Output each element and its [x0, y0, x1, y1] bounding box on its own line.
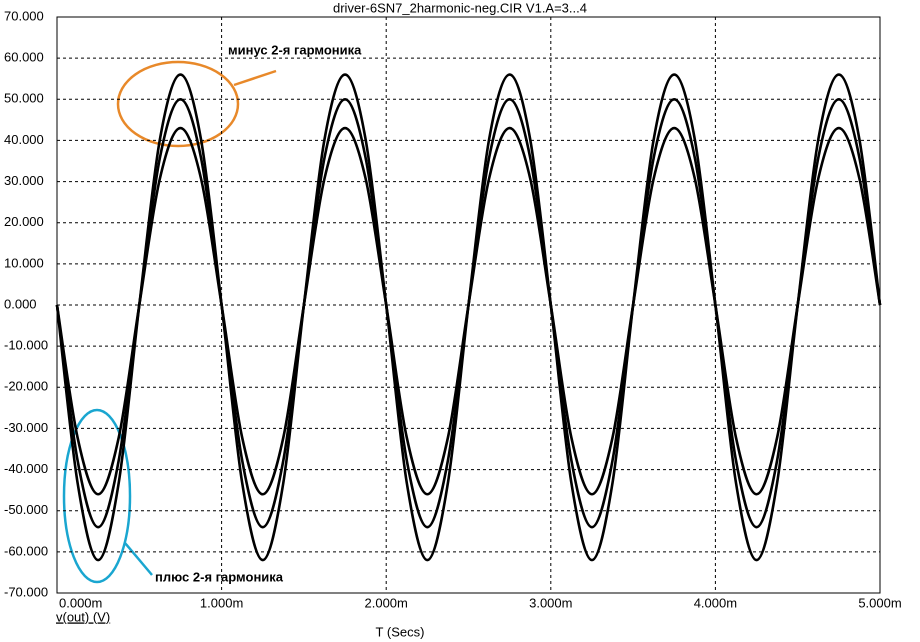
y-tick-label: 60.000 — [4, 50, 44, 65]
y-tick-label: -40.000 — [4, 461, 48, 476]
y-tick-label: -10.000 — [4, 338, 48, 353]
y-tick-label: -50.000 — [4, 502, 48, 517]
y-tick-label: -60.000 — [4, 543, 48, 558]
y-tick-label: 70.000 — [4, 8, 44, 23]
y-tick-label: -30.000 — [4, 420, 48, 435]
y-tick-label: 50.000 — [4, 91, 44, 106]
x-axis-label: T (Secs) — [376, 624, 425, 639]
x-tick-label: 3.000m — [529, 595, 572, 610]
y-tick-label: -70.000 — [4, 584, 48, 599]
x-tick-label: 4.000m — [694, 595, 737, 610]
y-tick-label: 0.000 — [4, 296, 37, 311]
y-tick-label: 20.000 — [4, 214, 44, 229]
series-line — [55, 126, 882, 496]
y-tick-label: 10.000 — [4, 255, 44, 270]
pointer — [124, 542, 153, 576]
chart-title: driver-6SN7_2harmonic-neg.CIR V1.A=3...4 — [333, 0, 587, 15]
x-tick-label: 5.000m — [858, 595, 901, 610]
y-tick-label: 30.000 — [4, 173, 44, 188]
annotation: минус 2-я гармоника — [228, 42, 362, 57]
x-tick-label: 0.000m — [59, 595, 102, 610]
highlight-ellipse — [116, 60, 240, 148]
annotation: плюс 2-я гармоника — [155, 569, 284, 584]
y-tick-label: -20.000 — [4, 379, 48, 394]
pointer — [233, 69, 277, 87]
highlight-ellipse — [62, 408, 132, 584]
x-tick-label: 1.000m — [200, 595, 243, 610]
y-axis-label: v(out) (V) — [56, 609, 110, 624]
y-tick-label: 40.000 — [4, 132, 44, 147]
x-tick-label: 2.000m — [365, 595, 408, 610]
